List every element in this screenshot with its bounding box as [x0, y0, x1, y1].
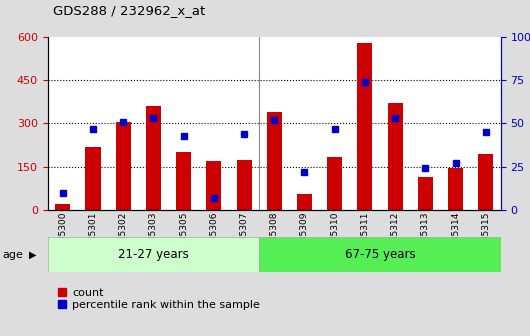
Text: age: age: [3, 250, 23, 259]
Bar: [85, 146, 101, 210]
Bar: [176, 152, 191, 210]
Bar: [387, 103, 403, 210]
Bar: [357, 43, 373, 210]
Bar: [478, 154, 493, 210]
Bar: [55, 204, 70, 210]
Legend: count, percentile rank within the sample: count, percentile rank within the sample: [58, 288, 260, 310]
Bar: [297, 194, 312, 210]
Text: GDS288 / 232962_x_at: GDS288 / 232962_x_at: [53, 4, 205, 17]
Bar: [206, 161, 222, 210]
Bar: [448, 168, 463, 210]
Bar: [116, 122, 131, 210]
Bar: [146, 106, 161, 210]
Bar: [236, 160, 252, 210]
Bar: [327, 157, 342, 210]
Bar: [418, 177, 433, 210]
Bar: [259, 237, 501, 272]
Text: 67-75 years: 67-75 years: [344, 248, 416, 261]
Text: 21-27 years: 21-27 years: [118, 248, 189, 261]
Bar: [48, 237, 259, 272]
Text: ▶: ▶: [29, 250, 37, 259]
Bar: [267, 112, 282, 210]
